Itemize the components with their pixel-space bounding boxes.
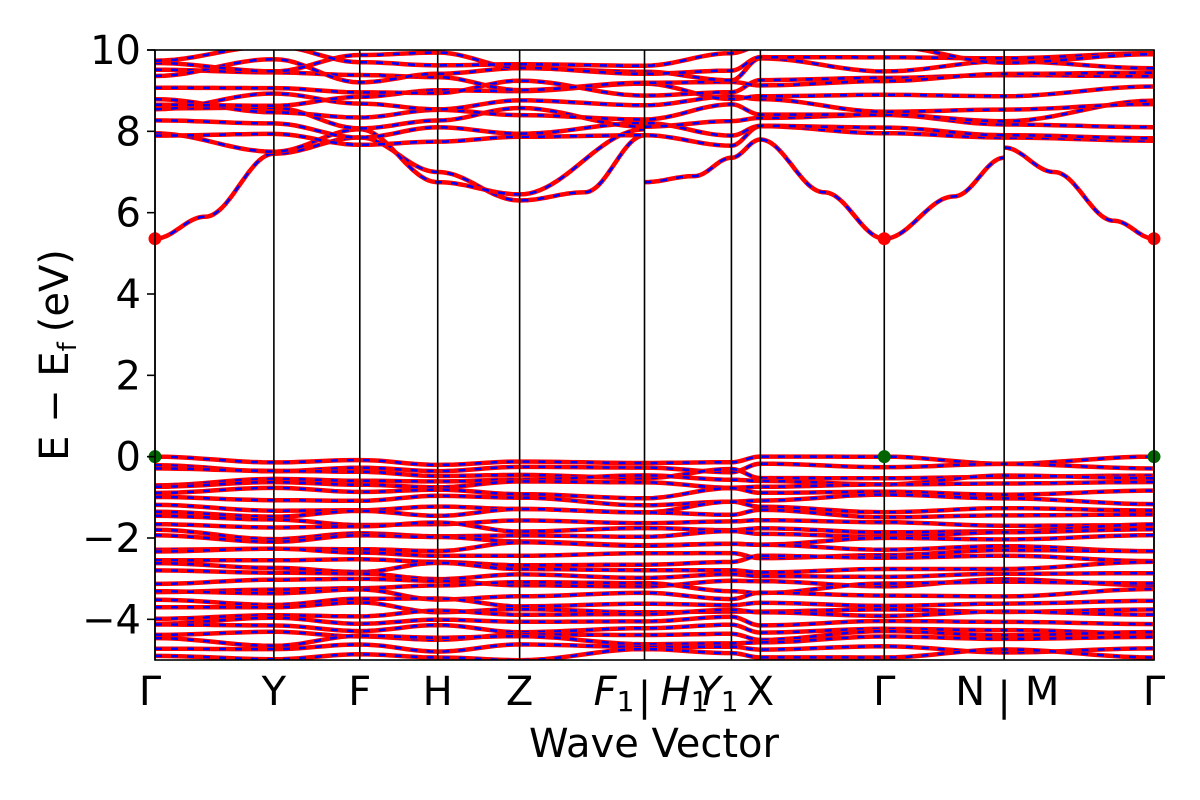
cbm-marker [877, 232, 891, 246]
y-tick-label: 6 [116, 191, 141, 237]
y-tick-label: 4 [116, 272, 141, 318]
x-axis-label: Wave Vector [529, 721, 780, 767]
conduction-band-dashed [155, 134, 645, 240]
x-tick-label: H [423, 669, 453, 715]
y-tick-label: −4 [82, 597, 141, 643]
x-tick-label: Γ [1143, 669, 1166, 715]
conduction-band-dashed [155, 124, 1154, 147]
conduction-band-dashed [155, 97, 1154, 123]
valence-band-dashed [155, 608, 1154, 621]
y-tick-label: −2 [82, 516, 141, 562]
valence-band-dashed [155, 467, 1154, 480]
y-tick-label: 10 [90, 28, 141, 74]
valence-band-dashed [155, 597, 1154, 608]
y-tick-label: 2 [116, 353, 141, 399]
conduction-band-dashed [155, 119, 1154, 140]
x-tick-label: Y1 [696, 669, 738, 718]
conduction-band [155, 133, 645, 241]
valence-band-dashed [155, 541, 1154, 553]
band-lines [155, 50, 1154, 660]
x-tick-label: Γ [873, 669, 896, 715]
conduction-band [884, 155, 1005, 241]
x-tick-label: | [638, 674, 651, 720]
valence-band-dashed [155, 560, 1154, 574]
x-tick-label: X [747, 669, 774, 715]
valence-band-dashed [155, 533, 1154, 547]
valence-band-dashed [155, 547, 1154, 560]
y-tick-label: 8 [116, 109, 141, 155]
x-tick-label: N [955, 669, 985, 715]
x-tick-label: H1 [661, 669, 709, 718]
x-tick-label: M [1025, 669, 1060, 715]
y-axis-ticks: −4 −2 0 2 4 6 8 10 [82, 28, 155, 643]
x-tick-label: Z [506, 669, 533, 715]
conduction-band-dashed [884, 156, 1005, 240]
conduction-band-dashed [1004, 146, 1154, 240]
valence-band-dashed [155, 587, 1154, 601]
x-tick-label: Y [261, 669, 287, 715]
valence-band-dashed [155, 643, 1154, 654]
conduction-band-dashed [155, 57, 1154, 84]
valence-band-dashed [155, 486, 1154, 500]
valence-band-dashed [155, 615, 1154, 627]
x-tick-label: | [997, 674, 1010, 720]
band-edge-markers [148, 232, 1161, 464]
valence-band-dashed [155, 634, 1154, 648]
conduction-band [1003, 145, 1154, 241]
valence-band-dashed [155, 521, 1154, 534]
x-tick-label: F [348, 669, 371, 715]
conduction-band-dashed [155, 106, 1154, 130]
valence-band-dashed [155, 647, 1154, 660]
x-tick-label: Γ [139, 669, 162, 715]
valence-band-dashed [155, 629, 1154, 642]
valence-band-dashed [155, 623, 1154, 635]
y-axis-label: E − Ef(eV) [32, 249, 83, 461]
conduction-band [644, 137, 885, 241]
conduction-band [155, 127, 645, 197]
valence-band-dashed [155, 514, 1154, 527]
conduction-band-dashed [155, 82, 1154, 108]
valence-band-dashed [155, 507, 1154, 519]
valence-band-dashed [155, 601, 1154, 614]
x-tick-label: F1 [594, 669, 635, 718]
y-tick-label: 0 [116, 435, 141, 481]
conduction-band-dashed [644, 138, 885, 240]
valence-band-dashed [155, 462, 1154, 474]
vbm-marker [877, 450, 891, 464]
valence-band-dashed [155, 569, 1154, 581]
valence-band-dashed [155, 493, 1154, 507]
valence-band-dashed [155, 480, 1154, 489]
plot-frame [154, 49, 1155, 661]
valence-band-dashed [155, 554, 1154, 567]
valence-band-dashed [155, 455, 1154, 467]
conduction-band-dashed [155, 128, 645, 196]
